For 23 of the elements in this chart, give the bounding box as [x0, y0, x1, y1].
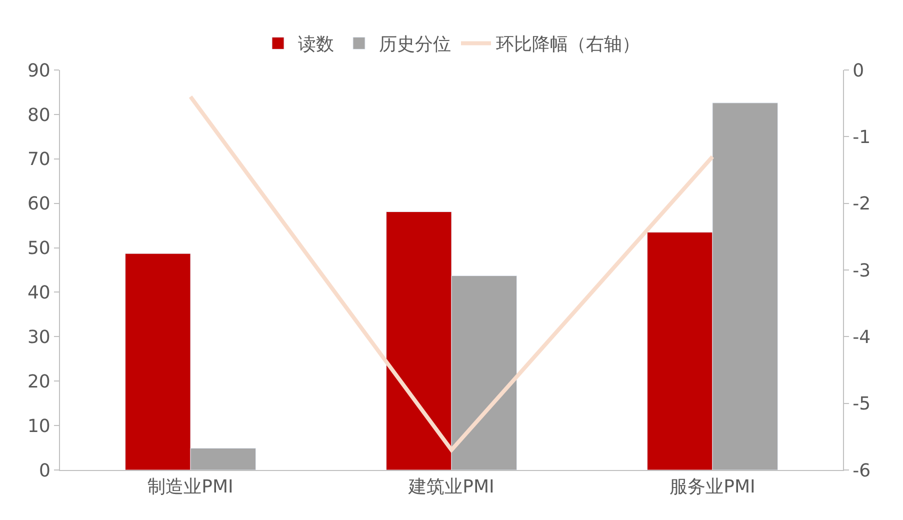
y-tick-label: 0 — [38, 460, 50, 482]
y2-tick-label: -5 — [852, 394, 871, 415]
y-tick-label: 80 — [27, 104, 50, 126]
y2-tick-label: 0 — [852, 60, 864, 82]
y2-tick-label: -2 — [852, 194, 871, 215]
y2-tick-label: -4 — [852, 326, 871, 348]
y-tick-label: 20 — [27, 371, 50, 392]
y2-tick-label: -6 — [852, 460, 871, 482]
y2-tick-label: -1 — [852, 126, 871, 148]
y-tick-label: 50 — [27, 238, 50, 260]
x-tick-label: 建筑业PMI — [408, 476, 494, 498]
legend-label: 读数 — [298, 34, 334, 56]
y-tick-label: 30 — [27, 326, 50, 348]
y-tick-label: 40 — [27, 282, 50, 304]
legend-label: 环比降幅（右轴） — [496, 34, 640, 56]
y-tick-label: 60 — [27, 194, 50, 215]
x-tick-label: 制造业PMI — [148, 476, 234, 498]
y-tick-label: 70 — [27, 149, 50, 170]
y-tick-label: 90 — [27, 60, 50, 82]
x-tick-label: 服务业PMI — [670, 476, 756, 498]
legend-label: 历史分位 — [379, 34, 451, 56]
y-tick-label: 10 — [27, 416, 50, 437]
y2-tick-label: -3 — [852, 260, 871, 282]
